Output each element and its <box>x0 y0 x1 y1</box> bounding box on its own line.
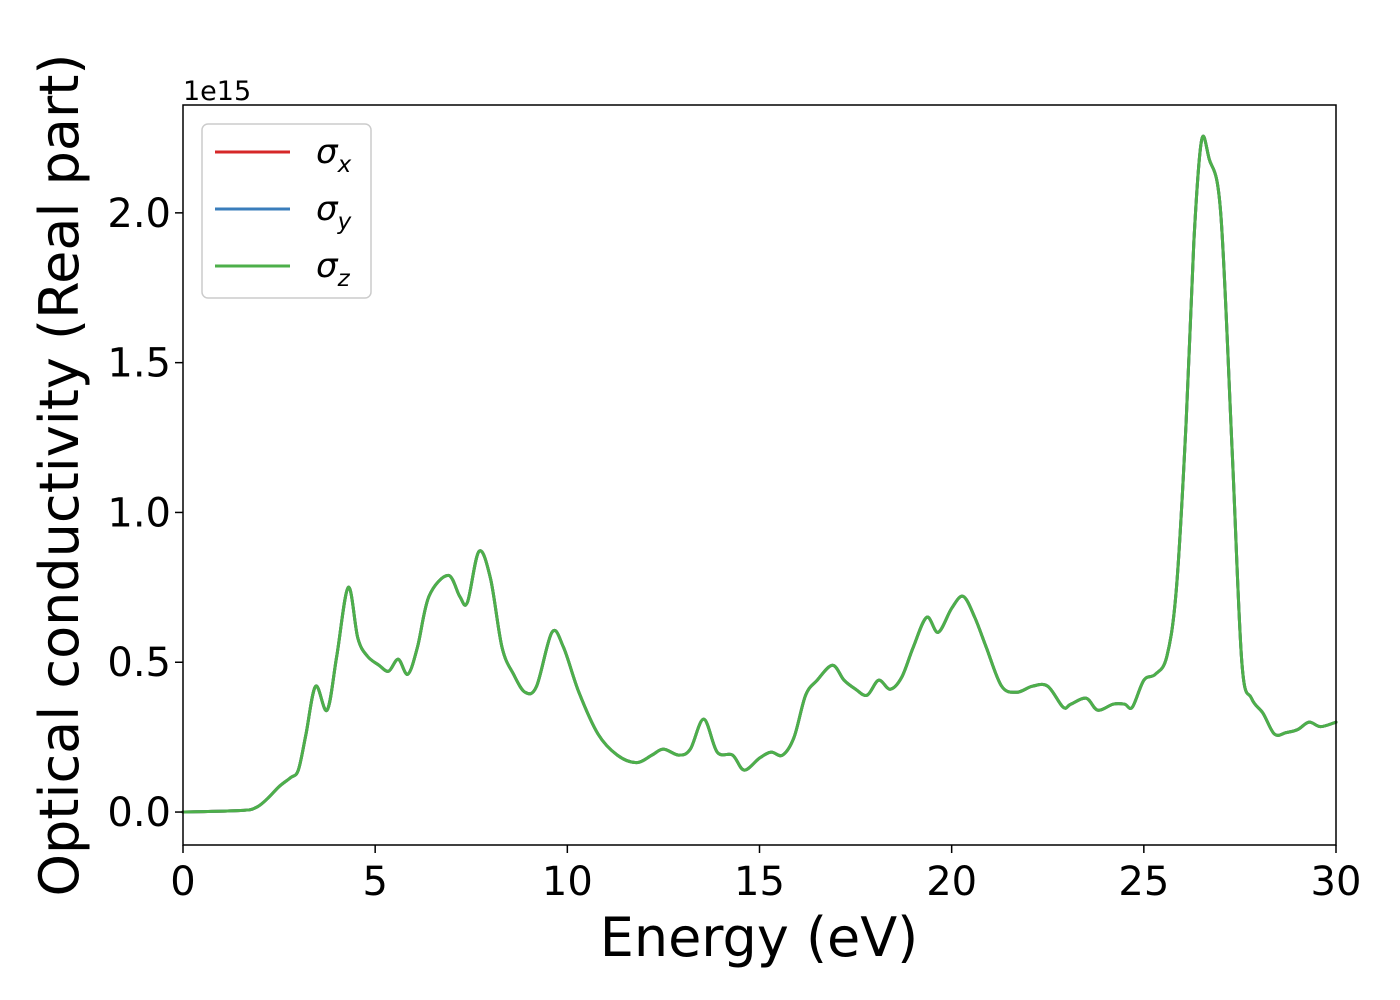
x-tick-label: 20 <box>926 859 977 905</box>
x-axis-label: Energy (eV) <box>600 906 919 969</box>
legend-label-x: σx <box>316 132 352 178</box>
legend-subscript: x <box>337 152 352 178</box>
y-offset-label: 1e15 <box>183 76 251 107</box>
x-tick-label: 10 <box>542 859 593 905</box>
legend-symbol: σ <box>316 246 339 286</box>
legend-subscript: z <box>337 266 351 292</box>
legend-subscript: y <box>337 209 352 235</box>
x-tick-label: 15 <box>734 859 785 905</box>
legend-label-y: σy <box>316 189 352 235</box>
x-tick-label: 5 <box>362 859 387 905</box>
y-tick-label: 0.5 <box>107 640 171 686</box>
series-line-z <box>181 134 1338 814</box>
legend-box <box>201 123 372 299</box>
series-layer <box>181 134 1338 814</box>
y-axis-ticks: 0.0 0.5 1.0 1.5 2.0 <box>107 191 183 836</box>
x-tick-label: 0 <box>170 859 195 905</box>
x-tick-label: 25 <box>1118 859 1169 905</box>
legend-label-z: σz <box>316 246 351 292</box>
y-tick-label: 1.5 <box>107 341 171 387</box>
x-tick-label: 30 <box>1311 859 1362 905</box>
legend-symbol: σ <box>316 132 339 172</box>
y-tick-label: 1.0 <box>107 490 171 536</box>
y-tick-label: 0.0 <box>107 790 171 836</box>
y-tick-label: 2.0 <box>107 191 171 237</box>
legend-symbol: σ <box>316 189 339 229</box>
y-axis-label: Optical conductivity (Real part) <box>28 54 91 897</box>
x-axis-ticks: 0 5 10 15 20 25 30 <box>170 845 1361 905</box>
